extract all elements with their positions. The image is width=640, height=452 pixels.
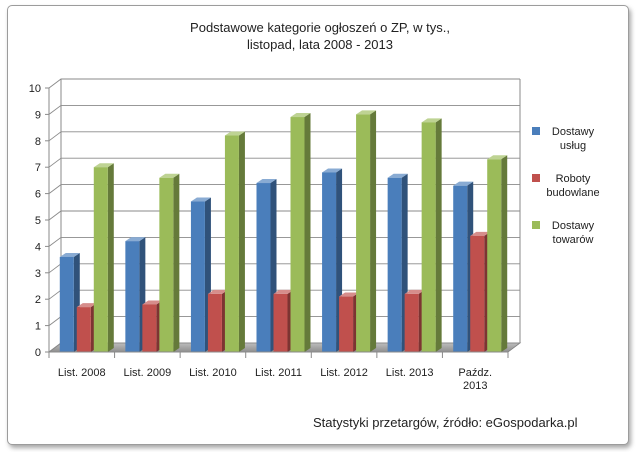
- bar-top: [190, 197, 211, 202]
- bar-top: [453, 181, 474, 186]
- bar-side: [238, 131, 245, 352]
- bar: [356, 110, 377, 353]
- y-axis-ticks: 0 1 2 3 4 5 6 7 8 9 10: [29, 83, 49, 359]
- bar: [93, 163, 114, 352]
- bar-side: [501, 155, 508, 352]
- bar-top: [59, 252, 80, 257]
- bar-top: [93, 163, 114, 168]
- legend-swatch: [532, 221, 540, 229]
- bar-front: [76, 307, 91, 352]
- y-tick-label: 7: [35, 162, 41, 174]
- bar-front: [421, 122, 436, 352]
- bar: [190, 197, 211, 352]
- bars: [48, 110, 509, 358]
- y-tick-label: 10: [29, 83, 41, 95]
- y-tick-label: 2: [35, 294, 41, 306]
- y-tick-label: 1: [35, 321, 41, 333]
- bar-front: [190, 201, 205, 352]
- bar-side: [370, 110, 377, 353]
- bar-top: [356, 110, 377, 115]
- bar: [290, 113, 311, 352]
- x-category-label: List. 2010: [189, 367, 237, 379]
- bar-top: [322, 168, 343, 173]
- bar-front: [273, 293, 288, 352]
- bar-front: [322, 172, 337, 352]
- y-tick-label: 5: [35, 215, 41, 227]
- legend-label: Roboty: [556, 173, 591, 185]
- bar-front: [125, 241, 140, 352]
- bar-top: [142, 300, 163, 305]
- bar-top: [421, 118, 442, 123]
- bar-front: [339, 296, 354, 352]
- bar-top: [470, 231, 491, 236]
- x-category-label: List. 2012: [320, 367, 368, 379]
- bar-front: [470, 235, 485, 352]
- bar-top: [404, 289, 425, 294]
- gridline: [48, 78, 520, 89]
- bar-top: [207, 289, 228, 294]
- bar-top: [159, 173, 180, 178]
- x-category-label: List. 2009: [124, 367, 172, 379]
- bar-front: [207, 293, 222, 352]
- source-note: Statystyki przetargów, źródło: eGospodar…: [313, 415, 578, 430]
- legend-swatch: [532, 174, 540, 182]
- x-category-label: 2013: [463, 380, 487, 392]
- bar-front: [256, 183, 271, 352]
- bar-top: [273, 289, 294, 294]
- bar-front: [142, 304, 157, 352]
- legend-label: Dostawy: [552, 126, 595, 138]
- legend-label: Dostawy: [552, 220, 595, 232]
- bar-front: [487, 159, 502, 352]
- x-category-label: List. 2011: [255, 367, 302, 379]
- x-axis-categories: List. 2008 List. 2009 List. 2010 List. 2011…: [58, 367, 492, 392]
- bar-side: [435, 118, 442, 352]
- bar-front: [356, 114, 371, 353]
- bar-top: [487, 155, 508, 160]
- legend-label: towarów: [553, 234, 594, 246]
- y-tick-label: 6: [35, 189, 41, 201]
- bar-top: [125, 237, 146, 242]
- x-category-label: List. 2008: [58, 367, 106, 379]
- chart-title: Podstawowe kategorie ogłoszeń o ZP, w ty…: [190, 20, 450, 52]
- bar: [59, 252, 80, 352]
- legend-swatch: [532, 127, 540, 135]
- bar: [421, 118, 442, 352]
- y-tick-label: 0: [35, 347, 41, 359]
- x-category-label: Paźdz.: [458, 367, 492, 379]
- bar-top: [224, 131, 245, 136]
- bar-front: [290, 117, 305, 352]
- bar-front: [59, 256, 74, 352]
- bar-top: [387, 173, 408, 178]
- chart-title-line-1: Podstawowe kategorie ogłoszeń o ZP, w ty…: [190, 20, 450, 35]
- legend-label: budowlane: [546, 187, 599, 199]
- y-tick-label: 3: [35, 268, 41, 280]
- bar-top: [290, 113, 311, 118]
- bar-side: [107, 163, 114, 352]
- bar: [487, 155, 508, 352]
- legend-label: usług: [560, 140, 586, 152]
- y-tick-label: 8: [35, 136, 41, 148]
- bar-front: [453, 185, 468, 352]
- bar-front: [404, 293, 419, 352]
- x-category-label: List. 2013: [386, 367, 434, 379]
- y-tick-label: 4: [35, 241, 41, 253]
- bar-top: [339, 292, 360, 297]
- legend: Dostawy usług Roboty budowlane Dostawy towaró…: [532, 126, 600, 246]
- bar-top: [76, 303, 97, 308]
- bar-top: [256, 179, 277, 184]
- bar-front: [93, 167, 108, 352]
- bar-side: [304, 113, 311, 352]
- bar-front: [224, 135, 239, 352]
- bar: [224, 131, 245, 352]
- bar-front: [159, 177, 174, 352]
- bar-side: [173, 173, 180, 352]
- gridline: [48, 104, 520, 115]
- bar: [159, 173, 180, 352]
- y-tick-label: 9: [35, 109, 41, 121]
- chart-title-line-2: listopad, lata 2008 - 2013: [247, 37, 393, 52]
- bar-front: [387, 177, 402, 352]
